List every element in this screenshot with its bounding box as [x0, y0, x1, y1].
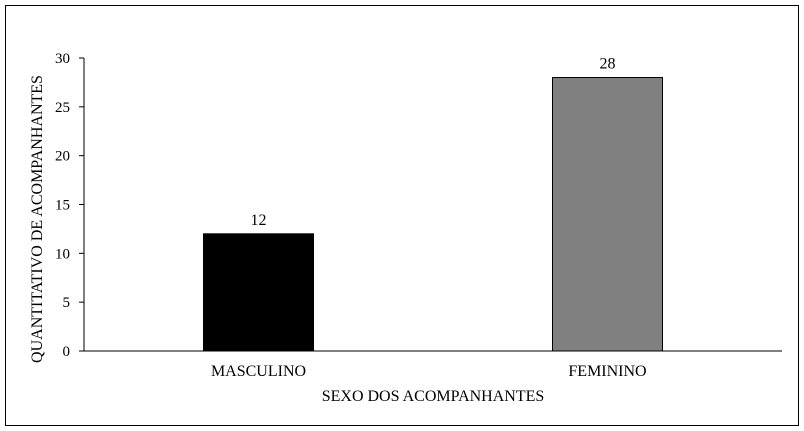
x-axis: MASCULINO FEMININO [84, 350, 782, 380]
y-tick-label: 0 [63, 344, 71, 360]
y-tick-label: 30 [55, 51, 70, 67]
chart-frame [5, 5, 799, 426]
bar-feminino [552, 77, 663, 352]
y-tick-label: 10 [55, 246, 70, 262]
x-axis-title: SEXO DOS ACOMPANHANTES [322, 388, 545, 405]
y-axis: 0 5 10 15 20 25 30 [55, 51, 85, 360]
x-tick-label-feminino: FEMININO [568, 363, 646, 380]
data-label-masculino: 12 [251, 212, 267, 229]
y-axis-title: QUANTITATIVO DE ACOMPANHANTES [29, 75, 46, 363]
y-tick-label: 15 [55, 198, 70, 214]
data-labels: 12 28 [251, 56, 616, 229]
y-tick-label: 5 [63, 295, 71, 311]
bars [203, 77, 663, 352]
bar-masculino [203, 233, 314, 352]
y-tick-label: 25 [55, 100, 70, 116]
data-label-feminino: 28 [600, 56, 616, 73]
x-tick-label-masculino: MASCULINO [211, 363, 306, 380]
y-tick-label: 20 [55, 149, 70, 165]
